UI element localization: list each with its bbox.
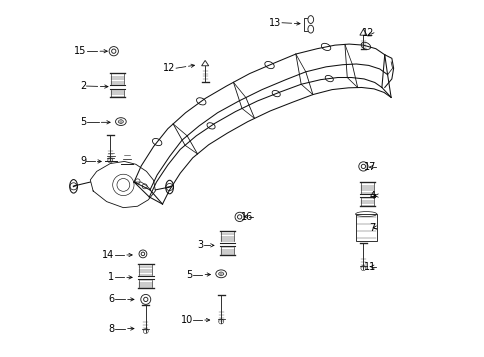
Text: 16: 16 <box>241 212 253 222</box>
Text: 11: 11 <box>363 262 375 272</box>
Text: 14: 14 <box>102 250 114 260</box>
Text: 8: 8 <box>108 323 114 333</box>
Text: 7: 7 <box>369 222 375 232</box>
Text: 12: 12 <box>361 28 373 38</box>
Text: 15: 15 <box>74 46 86 56</box>
Text: 10: 10 <box>180 315 192 325</box>
Text: 4: 4 <box>369 191 375 201</box>
Text: 2: 2 <box>79 81 86 91</box>
Text: 12: 12 <box>163 63 175 73</box>
Text: 9: 9 <box>80 156 86 166</box>
Text: 6: 6 <box>108 295 114 305</box>
Text: 5: 5 <box>186 270 192 280</box>
Text: 5: 5 <box>79 117 86 127</box>
Bar <box>355 214 376 241</box>
Text: 3: 3 <box>197 240 203 250</box>
Text: 13: 13 <box>269 18 281 28</box>
Text: 17: 17 <box>363 162 375 172</box>
Text: 1: 1 <box>108 272 114 282</box>
